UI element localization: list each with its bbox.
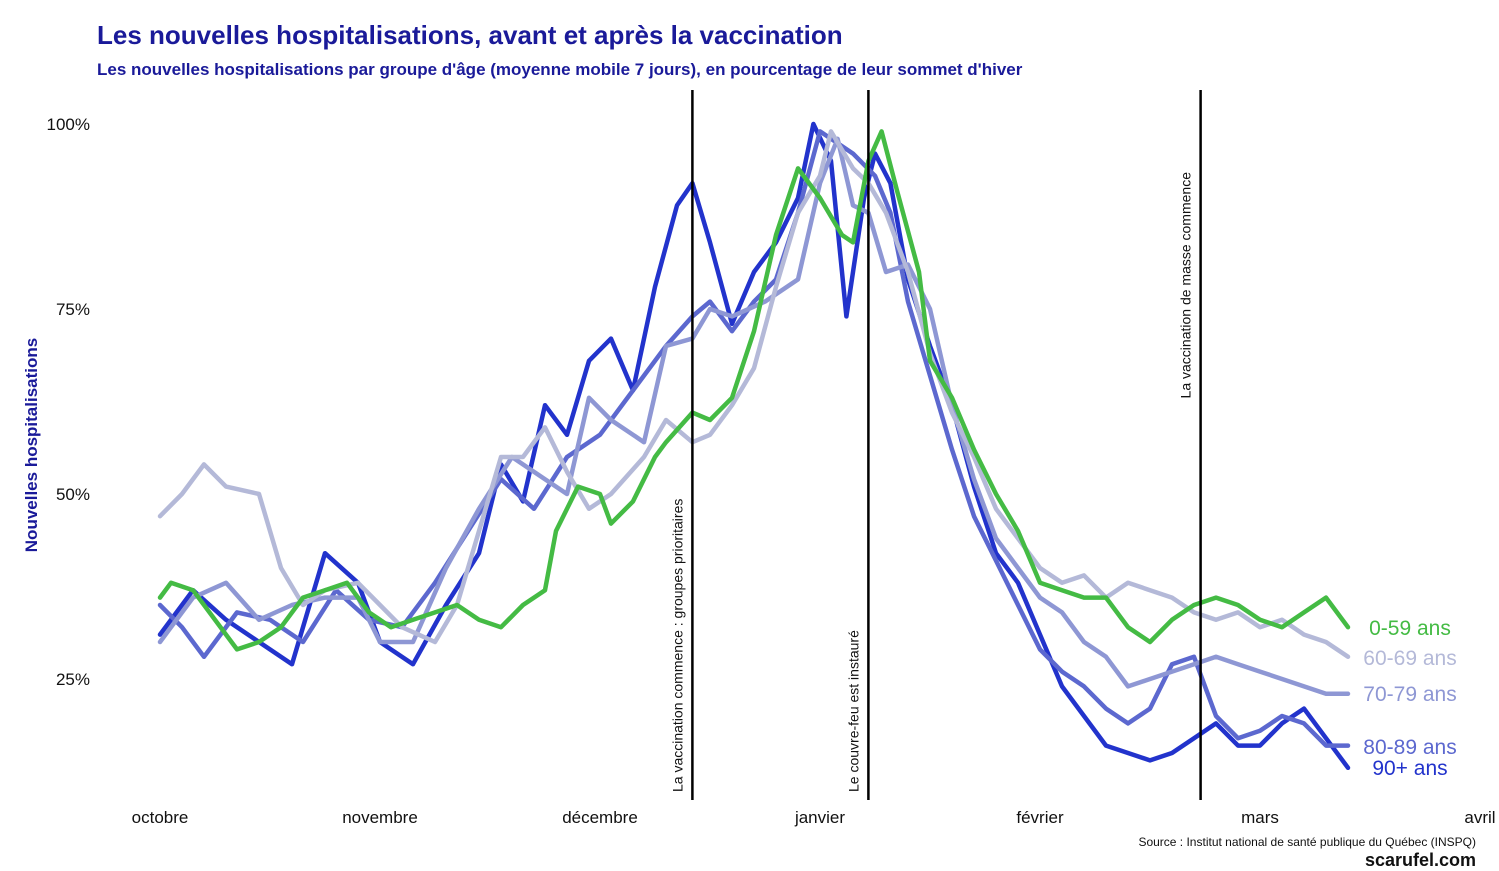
x-tick-label: octobre	[132, 808, 189, 827]
x-ticks: octobre novembre décembre janvier février mar…	[132, 808, 1496, 827]
annotation-label: Le couvre-feu est instauré	[845, 630, 861, 792]
y-tick-label: 75%	[56, 300, 90, 319]
annotation-label: La vaccination commence : groupes priori…	[669, 499, 685, 792]
y-tick-label: 25%	[56, 670, 90, 689]
series-label: 0-59 ans	[1369, 617, 1451, 640]
brand-credit: scarufel.com	[1365, 850, 1476, 870]
series-line	[157, 129, 1351, 660]
x-tick-label: janvier	[794, 808, 845, 827]
series-label: 90+ ans	[1372, 757, 1447, 780]
y-axis-label: Nouvelles hospitalisations	[22, 338, 41, 552]
series-line	[157, 129, 1351, 748]
series-label: 80-89 ans	[1363, 736, 1456, 759]
series-label: 70-79 ans	[1363, 683, 1456, 706]
x-tick-label: février	[1016, 808, 1064, 827]
x-tick-label: décembre	[562, 808, 638, 827]
chart-subtitle: Les nouvelles hospitalisations par group…	[97, 60, 1023, 79]
y-tick-label: 50%	[56, 485, 90, 504]
source-note: Source : Institut national de santé publ…	[1138, 835, 1476, 849]
annotation-label: La vaccination de masse commence	[1178, 172, 1194, 399]
x-tick-label: avril	[1464, 808, 1495, 827]
series-line	[157, 136, 1351, 697]
series-line	[157, 121, 1351, 771]
series-label: 60-69 ans	[1363, 647, 1456, 670]
annotation-lines: La vaccination commence : groupes priori…	[669, 90, 1202, 800]
series-lines	[157, 121, 1351, 771]
y-ticks: 25% 50% 75% 100%	[47, 115, 90, 689]
series-line	[157, 129, 1351, 652]
y-tick-label: 100%	[47, 115, 90, 134]
x-tick-label: novembre	[342, 808, 418, 827]
x-tick-label: mars	[1241, 808, 1279, 827]
chart-title: Les nouvelles hospitalisations, avant et…	[97, 20, 843, 50]
